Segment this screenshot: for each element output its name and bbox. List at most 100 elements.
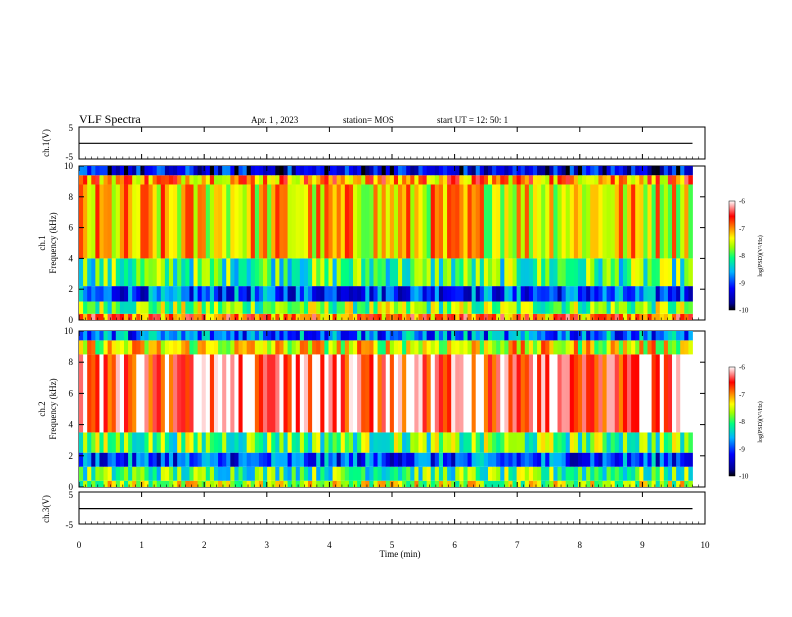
- spectrogram-cell: [340, 258, 346, 287]
- spectrogram-cell: [537, 166, 542, 176]
- spectrogram-cell: [279, 313, 284, 320]
- spectrogram-cell: [189, 340, 194, 355]
- spectrogram-cell: [398, 258, 403, 287]
- spectrogram-cell: [160, 452, 166, 467]
- spectrogram-cell: [123, 258, 129, 287]
- spectrogram-cell: [308, 313, 313, 320]
- spectrogram-cell: [557, 354, 562, 433]
- spectrogram-cell: [291, 258, 297, 287]
- spectrogram-cell: [614, 480, 620, 487]
- spectrogram-cell: [561, 331, 567, 341]
- spectrogram-cell: [655, 432, 661, 453]
- spectrogram-cell: [238, 313, 243, 320]
- spectrogram-cell: [336, 432, 342, 453]
- spectrogram-cell: [132, 175, 137, 185]
- spectrogram-cell: [312, 331, 317, 341]
- spectrogram-cell: [91, 480, 96, 487]
- spectrogram-cell: [631, 354, 636, 433]
- spectrogram-cell: [312, 258, 317, 287]
- spectrogram-cell: [651, 432, 657, 453]
- spectrogram-cell: [610, 313, 616, 320]
- spectrogram-cell: [242, 331, 248, 341]
- spectrogram-cell: [487, 301, 493, 314]
- spectrogram-cell: [357, 452, 362, 467]
- spectrogram-cell: [496, 184, 501, 259]
- spectrogram-cell: [385, 313, 391, 320]
- ch3-voltage-panel: 5 -5 ch.3(V): [41, 490, 706, 530]
- spectrogram-cell: [545, 258, 550, 287]
- spectrogram-cell: [389, 432, 395, 453]
- spectrogram-cell: [389, 340, 395, 355]
- spectrogram-cell: [586, 480, 591, 487]
- spectrogram-cell: [238, 466, 243, 481]
- spectrogram-cell: [594, 258, 599, 287]
- spectrogram-cell: [438, 432, 444, 453]
- spectrogram-cell: [369, 340, 374, 355]
- spectrogram-cell: [177, 354, 182, 433]
- spectrogram-cell: [254, 354, 260, 433]
- spectrogram-cell: [222, 340, 227, 355]
- spectrogram-cell: [598, 166, 603, 176]
- spectrogram-cell: [205, 452, 211, 467]
- spectrogram-cell: [119, 301, 125, 314]
- spectrogram-cell: [406, 466, 411, 481]
- spectrogram-cell: [369, 452, 374, 467]
- spectrogram-cell: [508, 480, 513, 487]
- spectrogram-cell: [254, 480, 260, 487]
- spectrogram-cell: [316, 340, 321, 355]
- spectrogram-cell: [528, 452, 534, 467]
- spectrogram-cell: [639, 452, 644, 467]
- spectrogram-cell: [455, 175, 460, 185]
- spectrogram-cell: [373, 301, 378, 314]
- spectrogram-cell: [590, 166, 595, 176]
- spectrogram-cell: [410, 354, 415, 433]
- spectrogram-cell: [185, 258, 190, 287]
- spectrogram-cell: [254, 286, 260, 302]
- spectrogram-cell: [573, 480, 579, 487]
- spectrogram-cell: [189, 175, 194, 185]
- spectrogram-cell: [410, 432, 415, 453]
- spectrogram-cell: [373, 480, 378, 487]
- spectrogram-cell: [422, 166, 428, 176]
- spectrogram-cell: [676, 354, 681, 433]
- spectrogram-cell: [667, 286, 673, 302]
- spectrogram-cell: [508, 340, 513, 355]
- colorbar-tick-label: -6: [739, 198, 745, 206]
- spectrogram-cell: [160, 184, 166, 259]
- spectrogram-cell: [299, 340, 305, 355]
- spectrogram-cell: [95, 432, 100, 453]
- spectrogram-cell: [618, 286, 624, 302]
- spectrogram-cell: [492, 354, 497, 433]
- spectrogram-cell: [537, 480, 542, 487]
- spectrogram-cell: [393, 466, 399, 481]
- spectrogram-cell: [205, 466, 211, 481]
- spectrogram-cell: [209, 354, 215, 433]
- station-label: station= MOS: [343, 115, 394, 125]
- spectrogram-cell: [152, 354, 158, 433]
- spectrogram-cell: [332, 452, 338, 467]
- spectrogram-cell: [263, 313, 268, 320]
- spectrogram-cell: [504, 466, 509, 481]
- spectrogram-cell: [291, 166, 297, 176]
- spectrogram-cell: [336, 331, 342, 341]
- spectrogram-cell: [361, 331, 366, 341]
- spectrogram-cell: [263, 354, 268, 433]
- spectrogram-cell: [426, 354, 432, 433]
- spectrogram-cell: [328, 184, 333, 259]
- spectrogram-cell: [553, 175, 558, 185]
- spectrogram-cell: [663, 184, 669, 259]
- spectrogram-cell: [684, 313, 689, 320]
- spectrogram-cell: [119, 175, 125, 185]
- spectrogram-cell: [545, 175, 550, 185]
- spectrogram-cell: [651, 452, 657, 467]
- spectrogram-cell: [393, 313, 399, 320]
- spectrogram-cell: [361, 258, 366, 287]
- spectrogram-cell: [156, 286, 162, 302]
- spectrogram-cell: [483, 452, 489, 467]
- spectrogram-cell: [123, 466, 129, 481]
- spectrogram-cell: [487, 258, 493, 287]
- spectrogram-cell: [451, 184, 456, 259]
- spectrogram-cell: [295, 432, 301, 453]
- spectrogram-cell: [164, 466, 170, 481]
- spectrogram-cell: [336, 286, 342, 302]
